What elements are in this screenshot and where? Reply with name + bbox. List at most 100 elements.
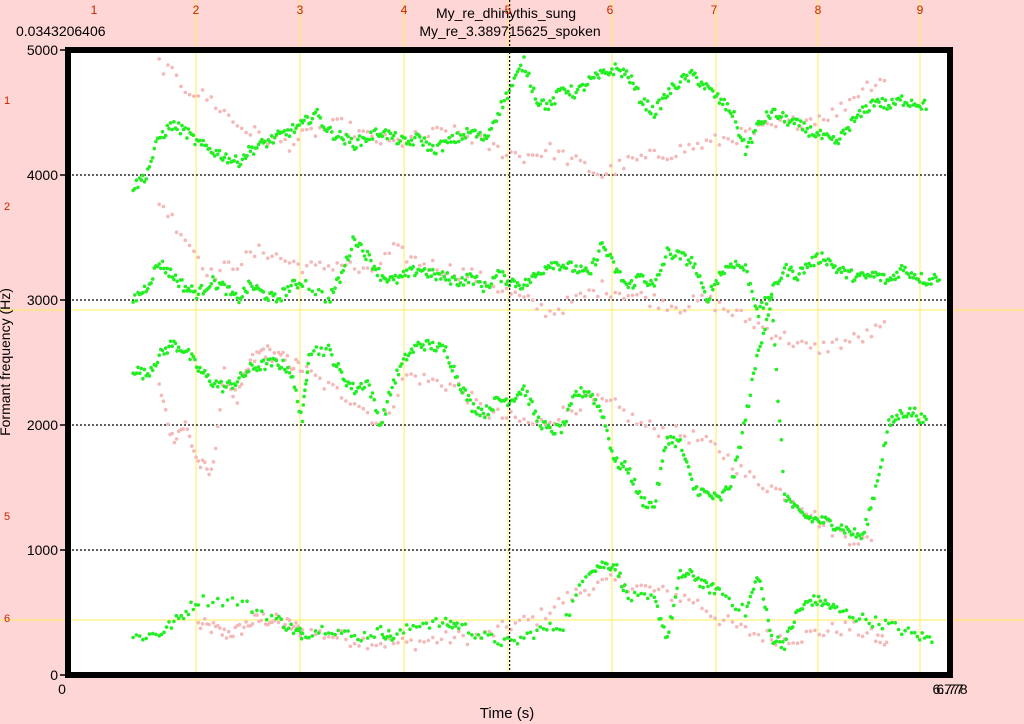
data-point	[238, 371, 243, 375]
data-point	[784, 114, 788, 118]
data-point	[810, 519, 814, 524]
data-point	[273, 135, 277, 140]
data-point	[873, 639, 878, 643]
data-point	[421, 143, 425, 147]
data-point	[830, 621, 835, 626]
data-point	[538, 625, 543, 629]
data-point	[583, 160, 587, 165]
data-point	[700, 293, 704, 298]
data-point	[908, 275, 912, 280]
data-point	[165, 351, 170, 355]
data-point	[872, 104, 876, 108]
data-point	[820, 136, 824, 141]
data-point	[172, 277, 176, 282]
data-point	[530, 298, 535, 303]
data-point	[773, 343, 777, 347]
data-point	[496, 407, 500, 412]
data-point	[250, 610, 254, 614]
data-point	[194, 455, 198, 460]
data-point	[166, 214, 170, 219]
data-point	[592, 75, 596, 80]
data-point	[699, 578, 704, 582]
data-point	[213, 446, 218, 451]
data-point	[911, 411, 915, 415]
data-point	[352, 135, 357, 139]
data-point	[475, 135, 479, 139]
data-point	[408, 627, 412, 632]
data-point	[336, 628, 341, 633]
data-point	[880, 626, 885, 631]
data-point	[528, 630, 533, 635]
data-point	[558, 627, 562, 632]
data-point	[427, 341, 432, 346]
data-point	[530, 89, 534, 94]
data-point	[579, 386, 583, 390]
data-point	[523, 393, 528, 398]
data-point	[304, 378, 309, 383]
data-point	[590, 392, 595, 397]
data-point	[161, 399, 166, 404]
data-point	[240, 295, 245, 299]
data-point	[548, 141, 552, 146]
data-point	[787, 641, 791, 646]
data-point	[652, 426, 657, 431]
data-point	[733, 120, 738, 124]
data-point	[504, 286, 509, 291]
data-point	[239, 382, 244, 387]
data-point	[932, 272, 937, 277]
data-point	[284, 370, 289, 374]
data-point	[583, 588, 587, 593]
data-point	[377, 266, 381, 271]
data-point	[781, 469, 785, 474]
data-point	[860, 612, 865, 616]
data-point	[224, 636, 229, 640]
data-point	[556, 596, 561, 601]
data-point	[320, 624, 324, 629]
data-point	[553, 102, 557, 106]
data-point	[752, 631, 756, 636]
data-point	[406, 274, 411, 279]
data-point	[512, 279, 516, 283]
data-point	[669, 156, 674, 161]
data-point	[613, 62, 617, 66]
data-point	[558, 268, 562, 272]
data-point	[473, 128, 477, 133]
data-point	[862, 110, 867, 114]
data-point	[318, 116, 323, 120]
data-point	[391, 636, 396, 641]
data-point	[795, 641, 800, 645]
data-point	[807, 134, 811, 138]
data-point	[839, 523, 844, 527]
data-point	[455, 621, 460, 625]
data-point	[834, 630, 839, 634]
data-point	[310, 289, 315, 294]
data-point	[380, 420, 385, 425]
data-point	[315, 107, 320, 112]
data-point	[766, 313, 771, 317]
data-point	[527, 402, 531, 407]
data-point	[662, 92, 666, 97]
data-point	[470, 409, 474, 414]
data-point	[220, 603, 225, 608]
data-point	[548, 420, 552, 425]
data-point	[574, 389, 578, 394]
data-point	[752, 475, 756, 479]
data-point	[522, 55, 526, 59]
data-point	[849, 268, 854, 272]
data-point	[631, 482, 635, 486]
sung-series	[131, 55, 942, 652]
data-point	[672, 435, 676, 440]
data-point	[291, 631, 296, 636]
data-point	[465, 642, 470, 647]
data-point	[582, 88, 586, 92]
data-point	[198, 465, 203, 470]
data-point	[365, 249, 370, 254]
data-point	[388, 634, 393, 638]
data-point	[452, 364, 456, 369]
data-point	[808, 629, 813, 633]
data-point	[687, 598, 691, 602]
data-point	[200, 88, 205, 92]
data-point	[248, 133, 253, 137]
data-point	[729, 111, 733, 116]
data-point	[398, 139, 403, 143]
